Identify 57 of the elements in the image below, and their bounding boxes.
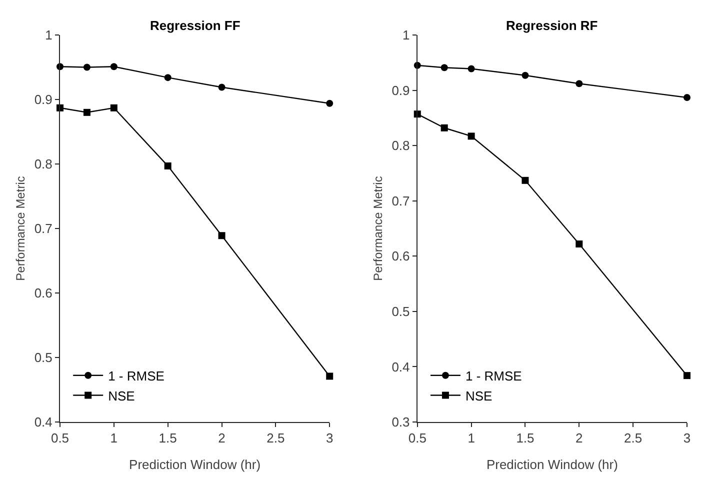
legend-label: NSE	[465, 388, 493, 404]
legend-label: 1 - RMSE	[465, 368, 522, 384]
legend-label: 1 - RMSE	[108, 368, 165, 384]
y-tick-label: 0.7	[392, 193, 410, 208]
x-tick-label: 3	[326, 430, 334, 446]
x-tick-label: 3	[683, 430, 691, 446]
y-axis-title: Performance Metric	[371, 176, 386, 281]
x-tick-label: 2.5	[266, 430, 285, 446]
point	[83, 64, 90, 71]
point	[218, 84, 226, 91]
x-axis-title: Prediction Window (hr)	[486, 457, 618, 472]
point	[326, 372, 334, 380]
x-tick-label: 2	[218, 430, 226, 446]
y-tick-label: 0.8	[34, 156, 52, 172]
y-tick-label: 1	[45, 28, 52, 43]
y-axis-title: Performance Metric	[14, 176, 28, 281]
y-tick-label: 0.5	[392, 304, 410, 319]
point	[440, 64, 448, 72]
y-tick-label: 0.4	[392, 359, 410, 374]
y-tick-label: 0.4	[34, 414, 52, 430]
point	[576, 240, 583, 248]
y-tick-label: 0.9	[392, 82, 410, 98]
x-tick-label: 2	[576, 430, 583, 446]
point	[684, 94, 690, 101]
chart-title: Regression RF	[506, 18, 598, 33]
x-tick-label: 1	[468, 430, 475, 446]
x-tick-label: 1.5	[158, 430, 177, 446]
point	[326, 100, 334, 107]
point	[164, 162, 172, 170]
point	[440, 124, 448, 132]
x-axis-title: Prediction Window (hr)	[129, 457, 261, 472]
point	[164, 74, 172, 82]
y-tick-label: 0.6	[34, 286, 52, 301]
point	[522, 176, 529, 184]
x-tick-label: 1	[110, 430, 118, 446]
chart-title: Regression FF	[150, 18, 240, 33]
point	[522, 72, 529, 79]
point	[110, 63, 118, 70]
point	[576, 80, 583, 88]
point	[110, 104, 118, 112]
point	[468, 65, 475, 72]
x-tick-label: 0.5	[50, 430, 70, 446]
y-tick-label: 0.9	[34, 92, 52, 108]
y-tick-label: 0.3	[392, 414, 410, 430]
point	[684, 372, 690, 380]
x-tick-label: 1.5	[516, 430, 534, 446]
point	[83, 108, 90, 116]
y-tick-label: 0.7	[34, 221, 52, 236]
x-tick-label: 0.5	[408, 430, 426, 446]
y-tick-label: 0.5	[34, 350, 52, 366]
y-tick-label: 0.6	[392, 248, 410, 264]
point	[468, 132, 475, 140]
point	[218, 232, 226, 240]
y-tick-label: 0.8	[392, 138, 410, 154]
y-tick-label: 1	[402, 28, 410, 43]
legend-label: NSE	[108, 388, 136, 404]
x-tick-label: 2.5	[624, 430, 642, 446]
